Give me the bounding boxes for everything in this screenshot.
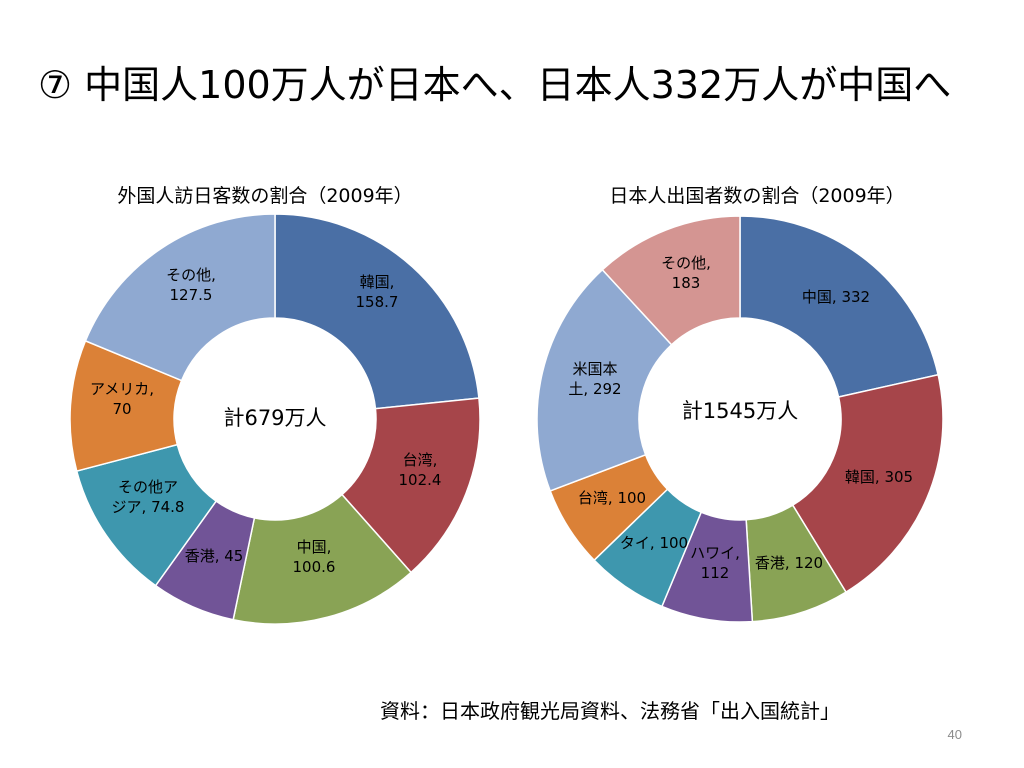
slice-label-line: 183 (672, 274, 701, 292)
slice-label-line: 台湾, 100 (578, 489, 646, 507)
slice-1-7 (84, 213, 276, 382)
slice-label-line: 土, 292 (568, 380, 621, 398)
slice-label-2-4: ハワイ, 112 (690, 544, 740, 582)
slice-2-8 (601, 215, 741, 346)
slice-label-1-2: 台湾, 102.4 (399, 451, 442, 489)
slice-label-line: 香港, 120 (755, 554, 823, 572)
slice-label-line: タイ, 100 (620, 534, 688, 552)
chart-title: 外国人訪日客数の割合（2009年） (117, 185, 412, 207)
slice-label-2-3: 香港, 120 (755, 554, 823, 572)
slice-label-1-4: 香港, 45 (185, 547, 244, 565)
slice-label-line: 米国本 (572, 360, 617, 378)
slice-label-line: 中国, 332 (802, 288, 870, 306)
chart-title: 日本人出国者数の割合（2009年） (609, 185, 904, 207)
slice-label-line: 韓国, (360, 273, 395, 291)
slice-label-2-7: 米国本土, 292 (568, 360, 621, 398)
slice-label-line: 102.4 (399, 471, 442, 489)
slice-label-line: その他, (166, 266, 216, 284)
slice-label-line: 台湾, (403, 451, 438, 469)
slice-label-2-6: 台湾, 100 (578, 489, 646, 507)
page-number: 40 (947, 727, 962, 742)
slice-1-2 (340, 397, 481, 574)
donut-chart-1: 外国人訪日客数の割合（2009年） 韓国, 158.7 台湾, 102.4 中国, 100.… (69, 185, 481, 625)
slice-label-1-5: その他アジア, 74.8 (112, 478, 185, 516)
slice-label-line: 100.6 (293, 558, 336, 576)
center-total-label: 計1545万人 (682, 399, 798, 423)
slice-label-1-3: 中国, 100.6 (293, 538, 336, 576)
slice-2-1 (739, 215, 940, 398)
slice-label-line: 127.5 (170, 286, 213, 304)
slice-2-2 (791, 373, 944, 594)
slice-1-1 (274, 213, 480, 410)
slice-label-line: その他ア (118, 478, 178, 496)
slice-label-2-8: その他, 183 (661, 254, 711, 292)
slice-label-1-1: 韓国, 158.7 (356, 273, 399, 311)
slice-label-line: アメリカ, (90, 380, 154, 398)
slice-label-line: その他, (661, 254, 711, 272)
slice-label-line: 香港, 45 (185, 547, 244, 565)
slide-title: ⑦ 中国人100万人が日本へ、日本人332万人が中国へ (38, 63, 952, 107)
slice-label-line: 158.7 (356, 293, 399, 311)
slice-label-1-6: アメリカ, 70 (90, 380, 154, 418)
slice-label-line: 韓国, 305 (845, 468, 913, 486)
slice-label-line: ジア, 74.8 (112, 498, 185, 516)
slice-label-line: 中国, (297, 538, 332, 556)
slice-label-1-7: その他, 127.5 (166, 266, 216, 304)
slice-label-2-1: 中国, 332 (802, 288, 870, 306)
slice-label-2-5: タイ, 100 (620, 534, 688, 552)
slice-2-7 (536, 268, 673, 492)
slice-label-line: 112 (701, 564, 730, 582)
slice-label-2-2: 韓国, 305 (845, 468, 913, 486)
center-total-label: 計679万人 (223, 406, 326, 430)
slice-label-line: ハワイ, (690, 544, 740, 562)
slice-label-line: 70 (112, 400, 131, 418)
donut-chart-2: 日本人出国者数の割合（2009年） 中国, 332 韓国, 305 香港, 120 ハワ… (536, 185, 944, 623)
source-note: 資料：日本政府観光局資料、法務省「出入国統計」 (380, 699, 840, 723)
